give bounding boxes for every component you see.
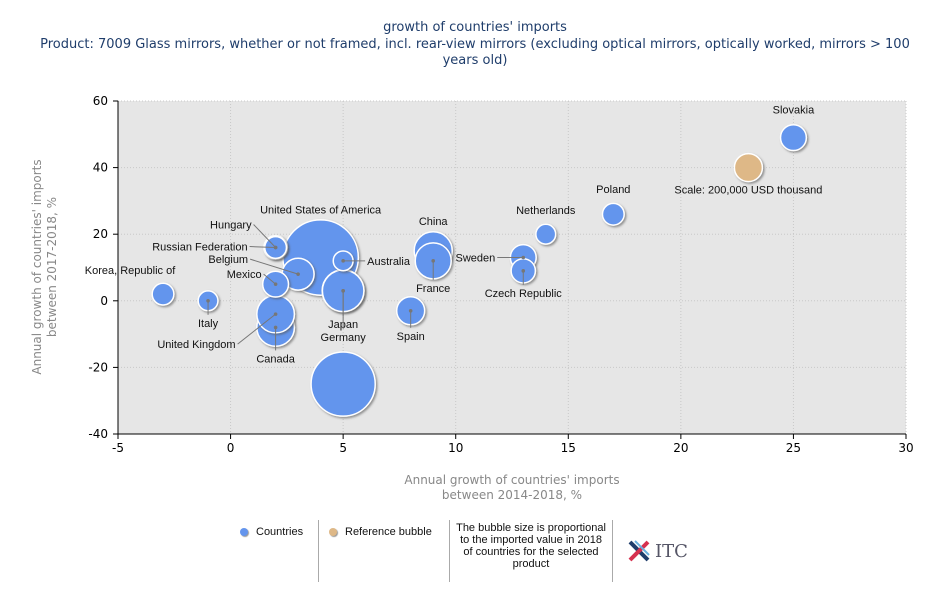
bubble-label: Mexico	[227, 269, 262, 281]
y-axis-title-line2: between 2017-2018, %	[45, 197, 59, 337]
legend-reference[interactable]: Reference bubble	[319, 520, 449, 582]
bubble-label: France	[416, 283, 450, 295]
bubble-size-note: The bubble size is proportional to the i…	[456, 522, 606, 570]
bubble-unlabeled[interactable]	[310, 351, 376, 417]
x-tick-label: -5	[112, 441, 124, 455]
leader-line	[263, 273, 276, 285]
y-tick-label: 20	[93, 227, 108, 241]
legend: Countries Reference bubble The bubble si…	[230, 520, 702, 582]
bubble-slovakia[interactable]	[779, 123, 808, 152]
bubble-label: Netherlands	[516, 205, 576, 217]
x-axis-title-line1: Annual growth of countries' imports	[404, 473, 619, 487]
y-tick-label: 60	[93, 94, 108, 108]
bubble-label: China	[419, 216, 449, 228]
x-tick-label: 0	[227, 441, 235, 455]
bubble-label: Belgium	[208, 254, 248, 266]
legend-countries[interactable]: Countries	[230, 520, 318, 582]
y-tick-label: -20	[88, 360, 108, 374]
x-tick-label: 10	[448, 441, 463, 455]
bubble-label: Sweden	[455, 253, 495, 265]
leader-line	[249, 258, 299, 275]
legend-countries-label: Countries	[256, 526, 304, 538]
x-axis-title-line2: between 2014-2018, %	[442, 488, 582, 502]
bubble-label: Russian Federation	[152, 242, 247, 254]
x-tick-label: 15	[561, 441, 576, 455]
bubble-label: Spain	[397, 331, 425, 343]
itc-logo-icon	[628, 540, 650, 562]
bubble-label: Canada	[256, 353, 295, 365]
reference-bubble-label: Scale: 200,000 USD thousand	[674, 185, 822, 197]
x-tick-label: 25	[786, 441, 801, 455]
bubble-label: Czech Republic	[485, 288, 563, 300]
bubble-label: United Kingdom	[157, 339, 235, 351]
bubble-label: United States of America	[260, 205, 382, 217]
leader-line	[249, 246, 276, 249]
bubble-poland[interactable]	[601, 202, 625, 226]
bubble-korea-republic-of[interactable]	[151, 282, 175, 306]
chart-title: growth of countries' imports	[383, 20, 567, 35]
bubble-label: Germany	[321, 332, 367, 344]
bubble-label: Italy	[198, 318, 219, 330]
itc-logo: ITC	[613, 520, 702, 582]
y-tick-label: -40	[88, 427, 108, 441]
bubble-label: Hungary	[210, 220, 252, 232]
chart-subtitle: Product: 7009 Glass mirrors, whether or …	[40, 37, 910, 68]
legend-reference-label: Reference bubble	[345, 526, 432, 538]
reference-dot-icon	[329, 528, 337, 536]
legend-divider	[449, 520, 450, 582]
leader-line	[253, 224, 276, 248]
reference-bubble[interactable]	[733, 152, 764, 183]
bubble-label: Poland	[596, 184, 630, 196]
bubble-netherlands[interactable]	[535, 223, 557, 245]
bubble-label: Australia	[367, 256, 411, 268]
legend-divider	[318, 520, 319, 582]
bubble-label: Korea, Republic of	[85, 265, 176, 277]
bubble-chart: -5 0 5 10 15 20 25 30 -40 -20 0 20 40 60 Scale: 200,0…	[30, 94, 914, 502]
x-tick-label: 30	[898, 441, 913, 455]
leader-line	[237, 313, 276, 345]
itc-logo-text: ITC	[655, 540, 688, 562]
x-tick-label: 5	[339, 441, 347, 455]
leader-point	[296, 272, 300, 276]
y-axis-title-line1: Annual growth of countries' imports	[30, 159, 44, 374]
countries-dot-icon	[240, 528, 248, 536]
y-tick-label: 40	[93, 161, 108, 175]
x-tick-label: 20	[673, 441, 688, 455]
legend-divider	[612, 520, 613, 582]
bubble-label: Slovakia	[773, 105, 815, 117]
y-tick-label: 0	[100, 294, 108, 308]
